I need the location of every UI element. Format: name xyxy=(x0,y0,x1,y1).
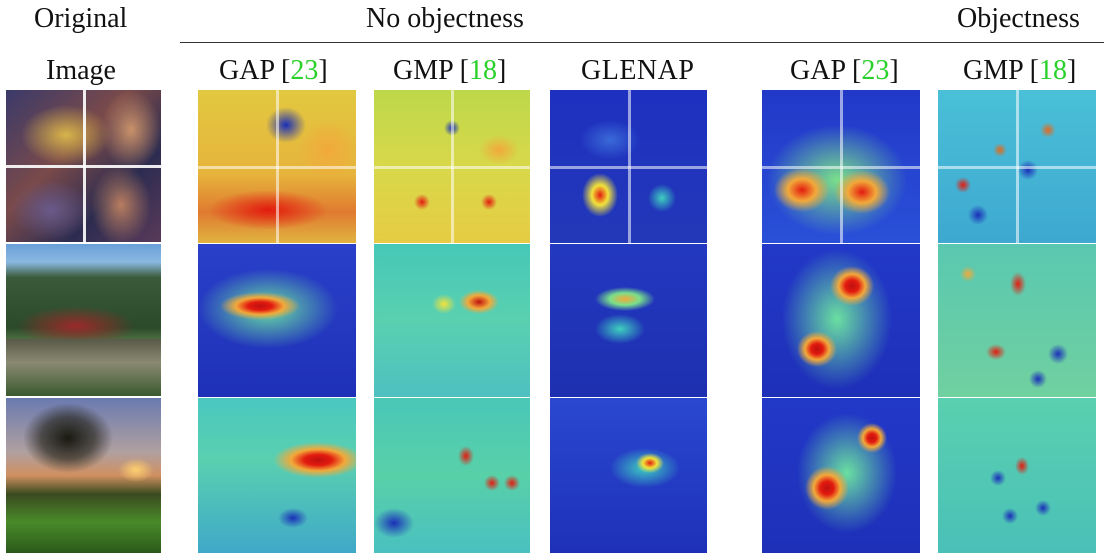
column-header-glenap: GLENAP xyxy=(581,55,695,86)
heatmap-gap-noobj-row1 xyxy=(198,90,356,243)
heatmap-gap-noobj-row3 xyxy=(198,398,356,553)
heatmap-gap-obj-row1 xyxy=(762,90,920,243)
heatmap-gap-obj-row2 xyxy=(762,244,920,397)
heatmap-gmp-obj-row1 xyxy=(938,90,1096,243)
group-rule xyxy=(180,42,1104,43)
column-header-gap-2: GAP [23] xyxy=(790,55,899,86)
heatmap-gap-noobj-row2 xyxy=(198,244,356,397)
heatmap-glenap-row2 xyxy=(550,244,707,397)
original-image-archers xyxy=(6,90,161,242)
header-image: Image xyxy=(46,55,116,86)
heatmap-gmp-noobj-row1 xyxy=(374,90,530,243)
heatmap-glenap-row3 xyxy=(550,398,707,553)
column-header-gap-1: GAP [23] xyxy=(219,55,328,86)
original-image-temple xyxy=(6,244,161,396)
heatmap-gmp-noobj-row3 xyxy=(374,398,530,553)
original-image-tree xyxy=(6,398,161,553)
heatmap-glenap-row1 xyxy=(550,90,707,243)
heatmap-gap-obj-row3 xyxy=(762,398,920,553)
heatmap-gmp-obj-row3 xyxy=(938,398,1096,553)
header-original: Original xyxy=(34,3,128,34)
heatmap-gmp-obj-row2 xyxy=(938,244,1096,397)
column-header-gmp-1: GMP [18] xyxy=(393,55,507,86)
column-header-gmp-2: GMP [18] xyxy=(963,55,1077,86)
group-objectness: Objectness xyxy=(957,3,1080,34)
heatmap-gmp-noobj-row2 xyxy=(374,244,530,397)
group-no-objectness: No objectness xyxy=(366,3,524,34)
